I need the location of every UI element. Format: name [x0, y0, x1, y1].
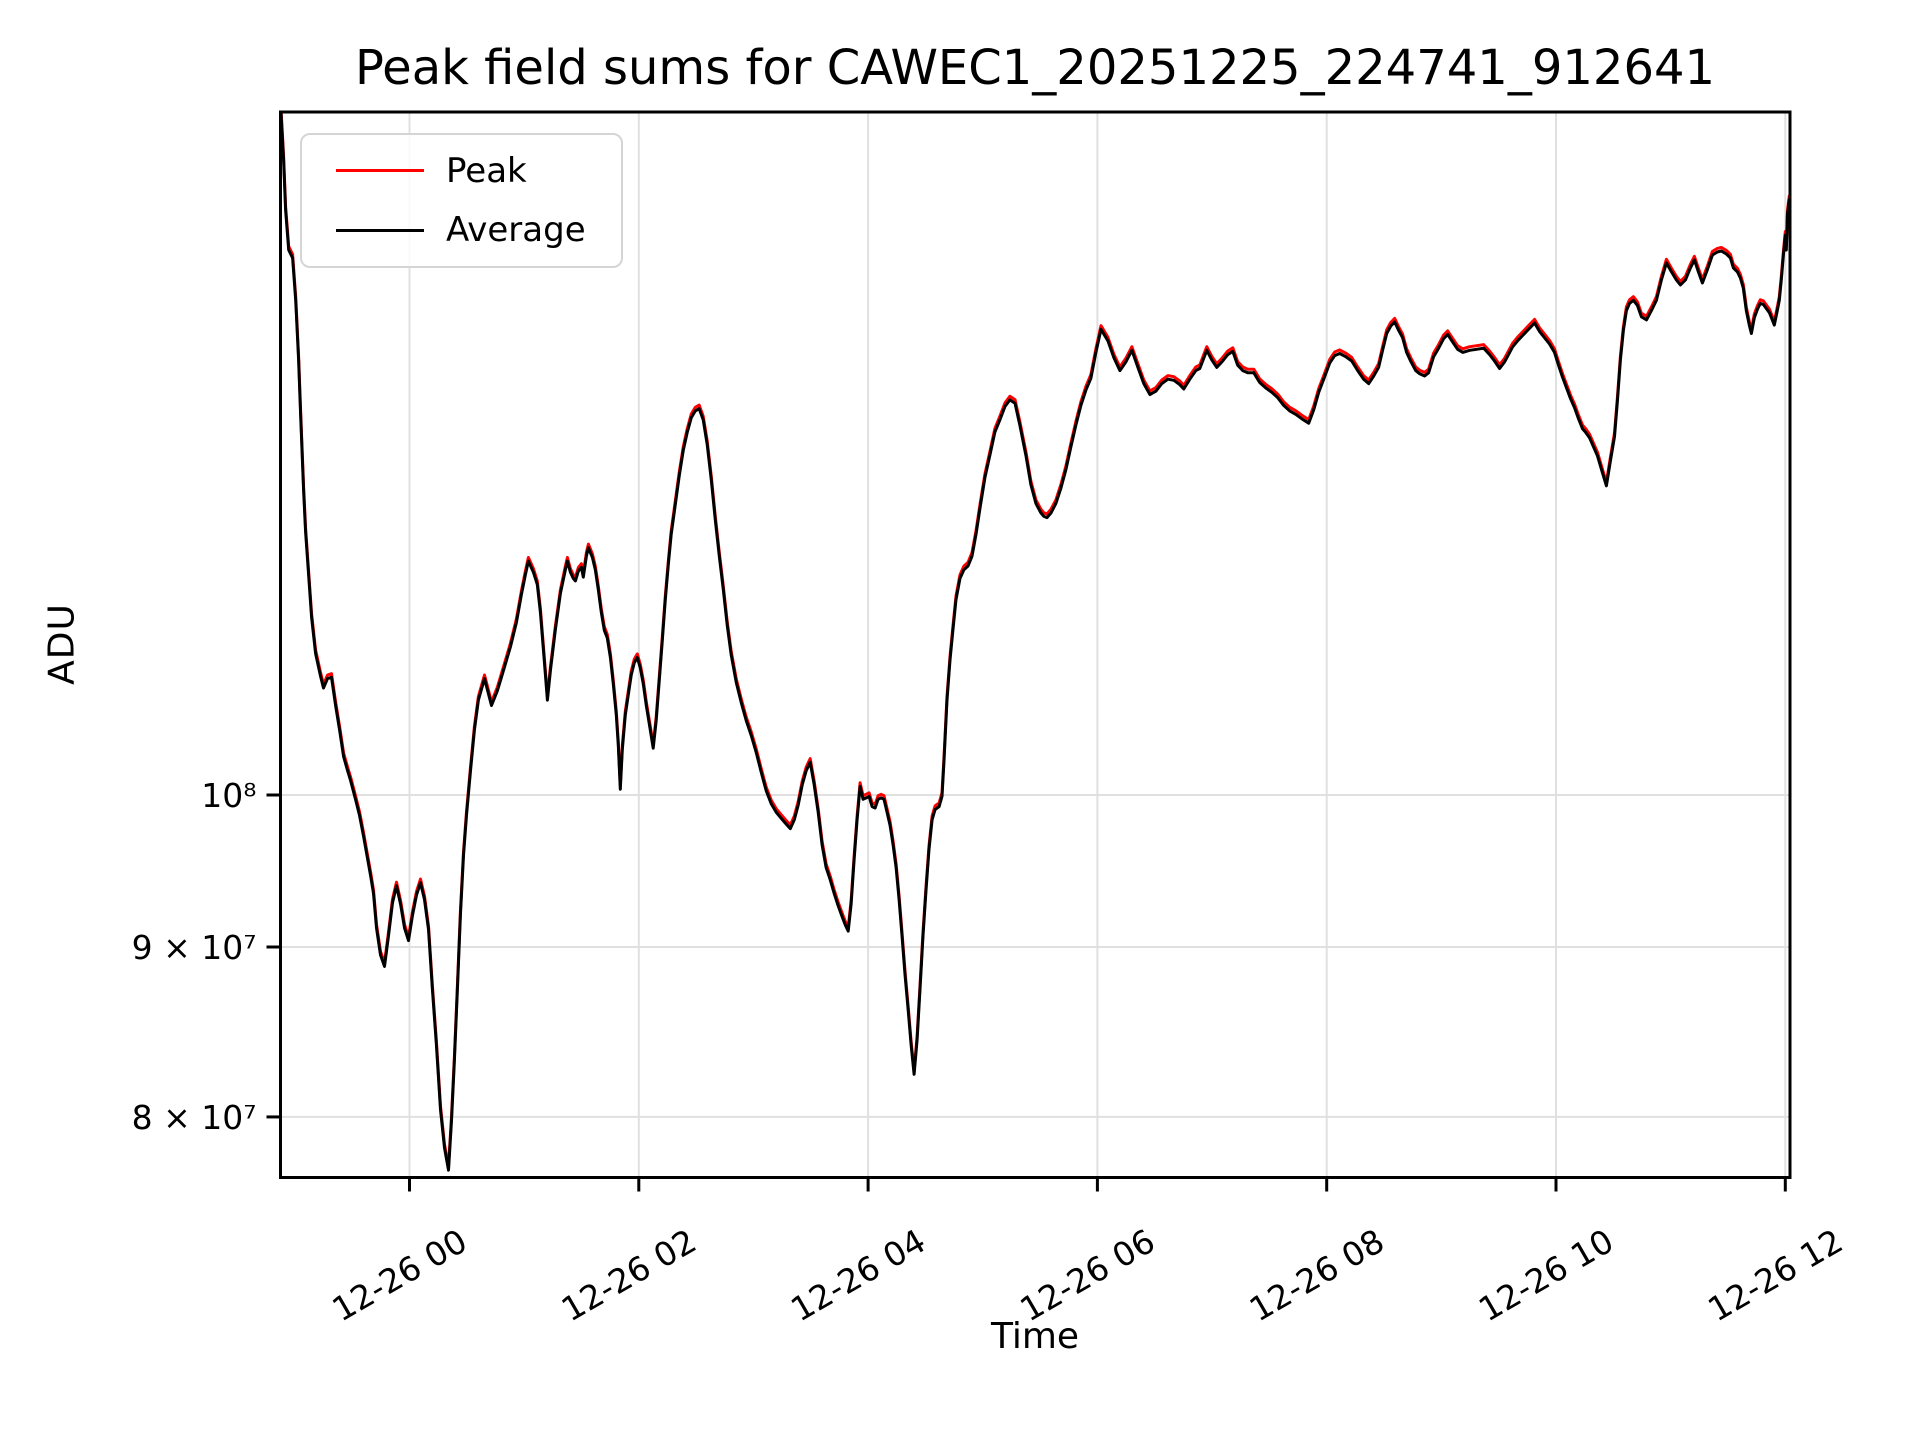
x-tick-label: 12-26 06 [1013, 1221, 1161, 1329]
x-tick-label: 12-26 02 [555, 1221, 703, 1329]
x-tick-label: 12-26 08 [1243, 1221, 1391, 1329]
legend-box: Peak Average [300, 133, 623, 268]
legend-entry-label: Average [446, 210, 586, 251]
y-tick-label: 10⁸ [201, 776, 256, 815]
data-curves [280, 110, 1790, 1172]
axis-ticks [266, 793, 1787, 1192]
average-line [280, 110, 1790, 1172]
gridlines [280, 112, 1790, 1178]
x-tick-label: 12-26 00 [326, 1221, 474, 1329]
y-tick-label: 9 × 10⁷ [132, 928, 257, 967]
axes-spines [279, 110, 1792, 1179]
y-tick-label: 8 × 10⁷ [132, 1098, 257, 1137]
axis-tick-labels: 12-26 00 12-26 02 12-26 04 12-26 06 12-26 08… [132, 776, 1850, 1329]
x-tick-label: 12-26 12 [1701, 1221, 1849, 1329]
average-line-swatch [336, 228, 424, 232]
x-tick-label: 12-26 10 [1472, 1221, 1620, 1329]
plot-border [279, 110, 1792, 1179]
peak-line-swatch [336, 169, 424, 173]
y-axis-label: ADU [41, 603, 83, 685]
legend-entry-label: Peak [446, 150, 527, 191]
chart-title: Peak field sums for CAWEC1_20251225_2247… [354, 40, 1716, 96]
legend-entry-peak: Peak [336, 154, 621, 188]
legend-entry-average: Average [336, 213, 621, 247]
x-tick-label: 12-26 04 [784, 1221, 932, 1329]
x-axis-label: Time [990, 1316, 1080, 1357]
